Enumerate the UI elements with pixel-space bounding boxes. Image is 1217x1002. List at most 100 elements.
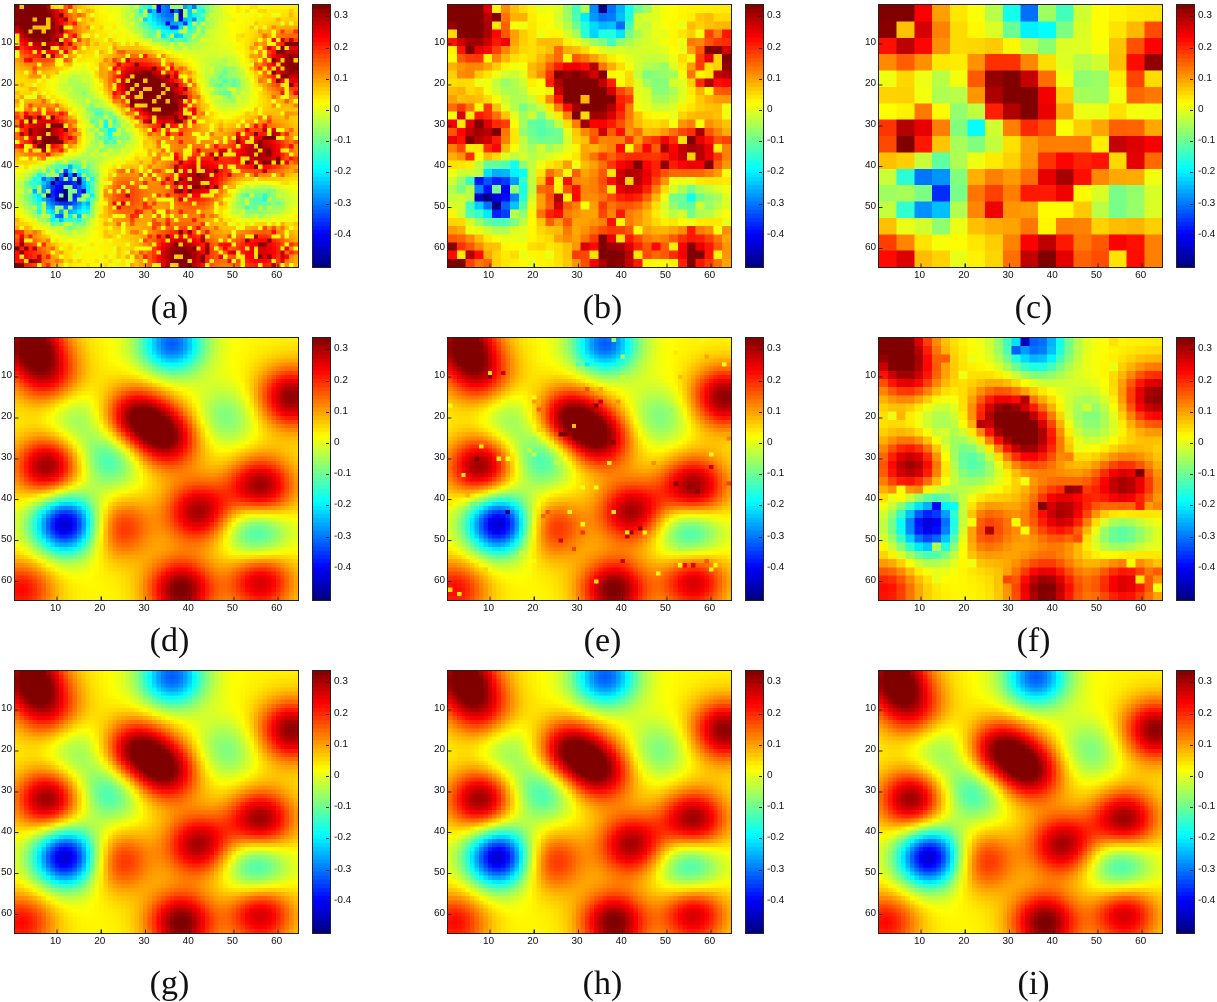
colorbar-tick-label: -0.3: [334, 199, 351, 209]
y-tick-label: 50: [865, 535, 876, 545]
y-tick-label: 30: [1, 453, 12, 463]
colorbar-tick-mark: [1190, 807, 1193, 808]
y-tick-label: 20: [1, 745, 12, 755]
x-tick-label: 40: [1047, 604, 1058, 614]
colorbar-tick-mark: [759, 474, 762, 475]
colorbar-tick-label: -0.4: [767, 563, 784, 573]
x-tick-label: 60: [271, 937, 282, 947]
colorbar-tick-label: 0.3: [767, 344, 781, 354]
y-tick-label: 30: [1, 786, 12, 796]
y-tick-label: 60: [865, 243, 876, 253]
x-tick-label: 50: [1091, 271, 1102, 281]
colorbar-tick-mark: [759, 412, 762, 413]
colorbar-gradient: [1177, 338, 1194, 600]
colorbar-gradient: [746, 5, 763, 267]
colorbar-tick-mark: [1190, 745, 1193, 746]
colorbar-tick-mark: [759, 235, 762, 236]
x-tick-label: 60: [704, 604, 715, 614]
x-tick-label: 50: [227, 271, 238, 281]
x-tick-label: 10: [914, 604, 925, 614]
colorbar-tick-mark: [1190, 474, 1193, 475]
colorbar-tick-label: 0.1: [767, 740, 781, 750]
x-tick-label: 40: [616, 937, 627, 947]
y-tick-label: 30: [865, 786, 876, 796]
colorbar-gradient: [1177, 5, 1194, 267]
colorbar-tick-mark: [326, 412, 329, 413]
y-tick-label: 60: [1, 909, 12, 919]
y-tick-label: 40: [434, 494, 445, 504]
y-tick-label: 10: [1, 38, 12, 48]
y-tick-label: 40: [865, 494, 876, 504]
colorbar-tick-label: 0.2: [767, 376, 781, 386]
panel-caption: (a): [130, 290, 210, 326]
y-tick-label: 50: [865, 868, 876, 878]
colorbar-tick-mark: [1190, 568, 1193, 569]
heatmap-svg: [448, 5, 731, 267]
heatmap-svg: [448, 338, 731, 600]
colorbar: [1176, 670, 1195, 934]
colorbar-tick-label: 0: [334, 105, 340, 115]
colorbar-tick-mark: [326, 443, 329, 444]
colorbar-tick-label: -0.2: [1198, 167, 1215, 177]
x-tick-label: 30: [138, 937, 149, 947]
panel-caption: (i): [994, 966, 1074, 1002]
colorbar: [312, 337, 331, 601]
heatmap-svg: [879, 671, 1162, 933]
y-tick-label: 60: [865, 576, 876, 586]
x-tick-label: 20: [94, 937, 105, 947]
y-tick-label: 20: [865, 79, 876, 89]
x-tick-label: 30: [1002, 271, 1013, 281]
y-tick-label: 40: [865, 161, 876, 171]
colorbar-tick-label: 0.2: [1198, 709, 1212, 719]
x-tick-label: 10: [914, 271, 925, 281]
y-tick-label: 30: [865, 120, 876, 130]
colorbar-tick-mark: [326, 141, 329, 142]
colorbar-tick-mark: [1190, 204, 1193, 205]
x-tick-label: 20: [958, 271, 969, 281]
y-tick-label: 20: [1, 79, 12, 89]
y-tick-label: 60: [434, 576, 445, 586]
colorbar-tick-label: 0.2: [334, 376, 348, 386]
colorbar-tick-mark: [759, 381, 762, 382]
colorbar-tick-label: 0.1: [334, 740, 348, 750]
colorbar: [745, 4, 764, 268]
colorbar-tick-label: -0.3: [1198, 199, 1215, 209]
colorbar-tick-mark: [326, 807, 329, 808]
panel-caption: (d): [130, 623, 210, 659]
colorbar-tick-mark: [759, 172, 762, 173]
colorbar-tick-mark: [759, 901, 762, 902]
colorbar-tick-label: 0.1: [1198, 740, 1212, 750]
heatmap-image: [447, 4, 732, 268]
colorbar-tick-mark: [1190, 110, 1193, 111]
colorbar-tick-label: -0.1: [334, 802, 351, 812]
colorbar-tick-mark: [326, 172, 329, 173]
y-tick-label: 10: [865, 38, 876, 48]
colorbar-tick-label: -0.3: [767, 865, 784, 875]
x-tick-label: 30: [571, 937, 582, 947]
y-tick-label: 30: [1, 120, 12, 130]
y-tick-label: 50: [1, 202, 12, 212]
colorbar-tick-mark: [326, 474, 329, 475]
colorbar-tick-mark: [326, 838, 329, 839]
y-tick-label: 40: [434, 827, 445, 837]
colorbar-tick-mark: [759, 714, 762, 715]
colorbar-tick-mark: [1190, 79, 1193, 80]
colorbar-tick-label: 0.2: [334, 43, 348, 53]
colorbar-tick-label: -0.3: [767, 532, 784, 542]
colorbar-tick-label: -0.3: [767, 199, 784, 209]
colorbar-tick-mark: [759, 568, 762, 569]
colorbar-tick-mark: [326, 110, 329, 111]
colorbar-tick-label: 0.1: [1198, 407, 1212, 417]
colorbar-tick-label: -0.2: [334, 167, 351, 177]
colorbar-tick-mark: [759, 838, 762, 839]
x-tick-label: 20: [958, 604, 969, 614]
x-tick-label: 60: [704, 271, 715, 281]
colorbar: [1176, 4, 1195, 268]
colorbar-tick-label: 0.3: [334, 677, 348, 687]
colorbar-tick-mark: [326, 745, 329, 746]
colorbar-tick-mark: [326, 682, 329, 683]
heatmap-image: [14, 337, 299, 601]
x-tick-label: 10: [914, 937, 925, 947]
